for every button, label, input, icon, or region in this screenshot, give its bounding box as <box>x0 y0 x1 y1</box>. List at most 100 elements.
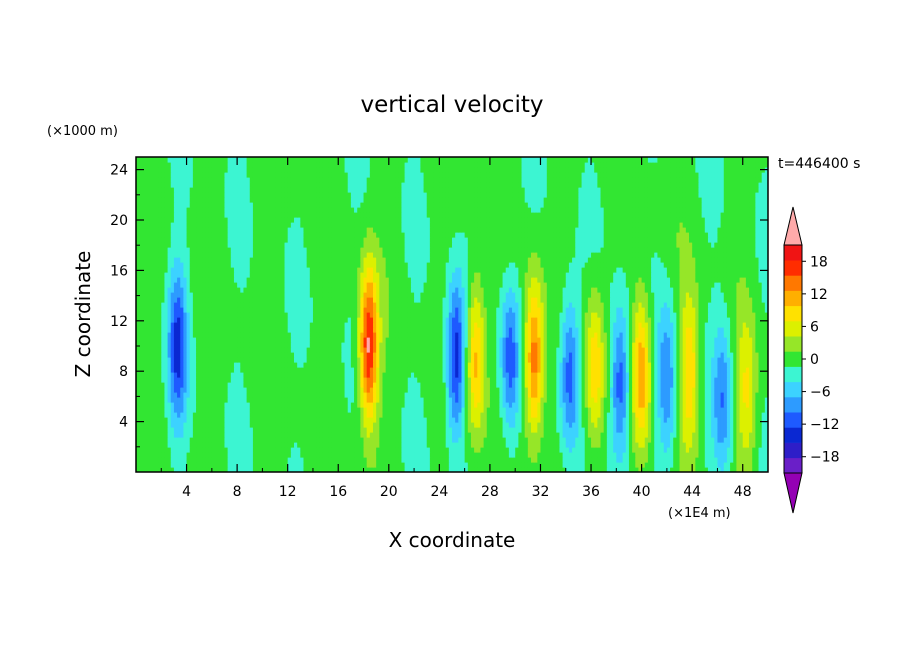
heatmap-cell <box>477 417 482 423</box>
heatmap-cell <box>388 462 393 468</box>
heatmap-cell <box>698 422 703 428</box>
heatmap-cell <box>701 467 706 472</box>
heatmap-cell <box>752 462 756 468</box>
heatmap-cell <box>281 372 286 378</box>
heatmap-cell <box>679 387 684 393</box>
heatmap-cell <box>685 407 690 413</box>
heatmap-cell <box>278 417 282 423</box>
heatmap-cell <box>376 427 380 433</box>
heatmap-cell <box>262 407 267 413</box>
heatmap-cell <box>559 427 564 433</box>
heatmap-cell <box>335 372 339 378</box>
heatmap-cell <box>420 467 425 472</box>
heatmap-cell <box>398 347 403 353</box>
heatmap-cell <box>619 432 624 438</box>
heatmap-cell <box>512 417 516 423</box>
heatmap-cell <box>537 392 542 398</box>
heatmap-cell <box>452 372 456 378</box>
heatmap-cell <box>594 352 598 358</box>
heatmap-cell <box>572 452 576 458</box>
heatmap-cell <box>698 442 703 448</box>
heatmap-cell <box>562 442 567 448</box>
heatmap-cell <box>211 437 216 443</box>
heatmap-cell <box>742 402 747 408</box>
heatmap-cell <box>689 442 693 448</box>
heatmap-cell <box>603 452 608 458</box>
heatmap-cell <box>433 377 437 383</box>
heatmap-cell <box>565 462 570 468</box>
heatmap-cell <box>682 467 687 472</box>
heatmap-cell <box>730 392 734 398</box>
heatmap-cell <box>170 402 175 408</box>
heatmap-cell <box>275 407 279 413</box>
heatmap-cell <box>568 407 573 413</box>
heatmap-cell <box>527 467 532 472</box>
heatmap-cell <box>316 352 320 358</box>
heatmap-cell <box>594 407 598 413</box>
heatmap-cell <box>246 357 251 363</box>
heatmap-cell <box>578 357 583 363</box>
heatmap-cell <box>433 457 437 463</box>
heatmap-cell <box>493 442 497 448</box>
heatmap-cell <box>628 467 633 472</box>
heatmap-cell <box>284 347 289 353</box>
heatmap-cell <box>613 392 617 398</box>
heatmap-cell <box>477 447 482 453</box>
heatmap-cell <box>467 377 472 383</box>
heatmap-cell <box>549 447 554 453</box>
heatmap-cell <box>183 432 188 438</box>
heatmap-cell <box>556 467 561 472</box>
heatmap-cell <box>215 387 219 393</box>
heatmap-cell <box>341 422 346 428</box>
heatmap-cell <box>581 462 586 468</box>
heatmap-cell <box>647 367 652 373</box>
heatmap-cell <box>499 387 504 393</box>
heatmap-cell <box>395 432 399 438</box>
heatmap-cell <box>600 437 605 443</box>
heatmap-cell <box>252 352 257 358</box>
heatmap-cell <box>603 437 608 443</box>
heatmap-cell <box>480 362 485 368</box>
heatmap-cell <box>720 412 725 418</box>
heatmap-cell <box>224 392 229 398</box>
heatmap-cell <box>515 347 519 353</box>
heatmap-cell <box>745 392 750 398</box>
heatmap-cell <box>385 467 390 472</box>
heatmap-cell <box>271 382 276 388</box>
heatmap-cell <box>294 422 298 428</box>
heatmap-cell <box>676 367 681 373</box>
heatmap-cell <box>682 452 687 458</box>
heatmap-cell <box>161 347 166 353</box>
heatmap-cell <box>385 362 390 368</box>
heatmap-cell <box>407 447 412 453</box>
heatmap-cell <box>170 427 175 433</box>
heatmap-cell <box>426 427 431 433</box>
heatmap-cell <box>294 367 298 373</box>
heatmap-cell <box>489 467 494 472</box>
heatmap-cell <box>284 352 289 358</box>
heatmap-cell <box>186 422 191 428</box>
heatmap-cell <box>597 417 602 423</box>
heatmap-cell <box>249 462 254 468</box>
heatmap-cell <box>404 457 409 463</box>
heatmap-cell <box>635 377 640 383</box>
heatmap-cell <box>395 467 399 472</box>
heatmap-cell <box>369 387 374 393</box>
heatmap-cell <box>325 437 330 443</box>
heatmap-cell <box>205 387 210 393</box>
heatmap-cell <box>670 412 674 418</box>
heatmap-cell <box>470 382 475 388</box>
heatmap-cell <box>736 352 741 358</box>
heatmap-cell <box>325 432 330 438</box>
heatmap-cell <box>673 357 677 363</box>
heatmap-cell <box>262 432 267 438</box>
heatmap-cell <box>761 352 766 358</box>
heatmap-cell <box>726 427 731 433</box>
heatmap-cell <box>628 397 633 403</box>
heatmap-cell <box>676 377 681 383</box>
heatmap-cell <box>537 377 542 383</box>
heatmap-cell <box>641 402 646 408</box>
heatmap-cell <box>524 387 529 393</box>
heatmap-cell <box>534 402 538 408</box>
heatmap-cell <box>692 402 696 408</box>
